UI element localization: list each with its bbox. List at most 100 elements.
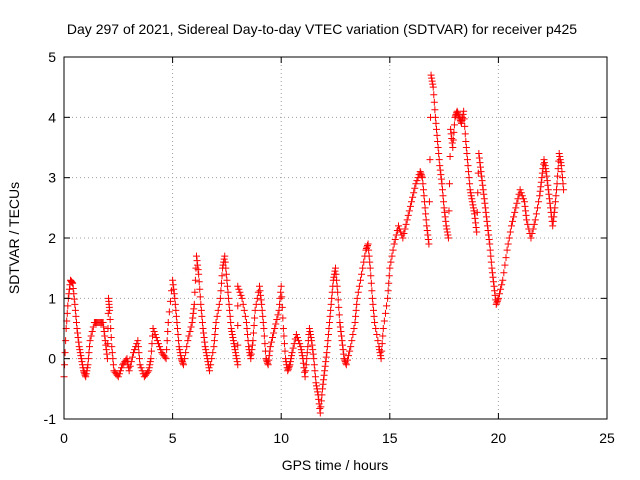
data-point xyxy=(238,294,246,302)
data-point xyxy=(436,166,444,174)
data-point xyxy=(435,156,443,164)
data-point xyxy=(170,290,178,298)
data-point xyxy=(459,113,467,121)
data-point xyxy=(217,287,225,295)
data-point xyxy=(367,272,375,280)
data-point xyxy=(545,190,553,198)
x-tick-label: 5 xyxy=(169,430,177,446)
data-point xyxy=(317,403,325,411)
data-point xyxy=(409,193,417,201)
data-point xyxy=(191,276,199,284)
data-point xyxy=(482,208,490,216)
data-point xyxy=(549,217,557,225)
data-point xyxy=(85,349,93,357)
data-point xyxy=(541,159,549,167)
data-point xyxy=(280,332,288,340)
data-point xyxy=(177,352,185,360)
data-point xyxy=(377,355,385,363)
data-point xyxy=(208,355,216,363)
data-point xyxy=(166,297,174,305)
data-point xyxy=(314,388,322,396)
data-point xyxy=(324,331,332,339)
data-point xyxy=(232,352,240,360)
data-point xyxy=(446,153,454,161)
data-point xyxy=(417,169,425,177)
data-point xyxy=(369,300,377,308)
data-point xyxy=(276,294,284,302)
data-point xyxy=(555,150,563,158)
data-point xyxy=(138,367,146,375)
data-point xyxy=(280,340,288,348)
data-point xyxy=(292,331,300,339)
data-point xyxy=(443,225,451,233)
data-point xyxy=(228,328,236,336)
data-point xyxy=(236,288,244,296)
data-point xyxy=(353,294,361,302)
data-point xyxy=(100,323,108,331)
data-point xyxy=(479,186,487,194)
data-point xyxy=(197,306,205,314)
data-point xyxy=(434,144,442,151)
data-point xyxy=(301,373,309,381)
data-point xyxy=(509,217,517,225)
data-point xyxy=(115,370,123,378)
data-point xyxy=(308,341,316,349)
data-point xyxy=(433,131,441,139)
data-point xyxy=(247,355,255,363)
data-point xyxy=(230,340,238,348)
data-point xyxy=(440,204,448,212)
data-point xyxy=(422,210,430,218)
data-point xyxy=(224,288,232,296)
data-point xyxy=(352,306,360,314)
data-point xyxy=(101,332,109,340)
data-point xyxy=(463,150,471,158)
data-point xyxy=(164,318,172,326)
data-point xyxy=(457,118,465,126)
data-point xyxy=(83,367,91,375)
data-point xyxy=(195,278,203,286)
data-point xyxy=(234,302,242,310)
data-point xyxy=(163,346,171,354)
data-point xyxy=(69,279,77,287)
data-point xyxy=(383,302,391,310)
data-point xyxy=(197,300,205,308)
data-point xyxy=(297,343,305,351)
data-point xyxy=(545,195,553,203)
x-axis-label: GPS time / hours xyxy=(282,457,389,473)
data-point xyxy=(490,282,498,290)
y-tick-labels: -1 0 1 2 3 4 5 xyxy=(44,49,57,427)
data-point xyxy=(373,331,381,339)
data-point xyxy=(217,279,225,287)
data-point xyxy=(128,353,136,361)
data-point xyxy=(554,165,562,173)
data-point xyxy=(227,325,235,332)
data-point xyxy=(448,139,456,147)
data-point xyxy=(543,177,551,185)
data-point xyxy=(385,272,393,280)
data-point xyxy=(484,222,492,230)
data-point xyxy=(175,343,183,351)
data-point xyxy=(170,285,178,293)
data-point xyxy=(285,364,293,372)
data-point xyxy=(161,353,169,361)
data-point xyxy=(235,285,243,293)
data-point xyxy=(478,177,486,185)
data-point xyxy=(279,314,287,322)
data-point xyxy=(494,296,502,304)
data-point xyxy=(432,125,440,133)
data-point xyxy=(524,220,532,228)
data-point xyxy=(302,361,310,369)
data-point xyxy=(304,343,312,351)
data-point xyxy=(379,325,387,332)
data-point xyxy=(402,220,410,228)
data-point xyxy=(484,226,492,234)
data-point xyxy=(221,258,229,266)
y-tick-label: 0 xyxy=(48,351,56,367)
data-point xyxy=(504,240,512,248)
data-point xyxy=(65,285,73,293)
data-point xyxy=(403,216,411,224)
data-point xyxy=(172,312,180,320)
data-point xyxy=(406,202,414,210)
data-point xyxy=(72,312,80,320)
